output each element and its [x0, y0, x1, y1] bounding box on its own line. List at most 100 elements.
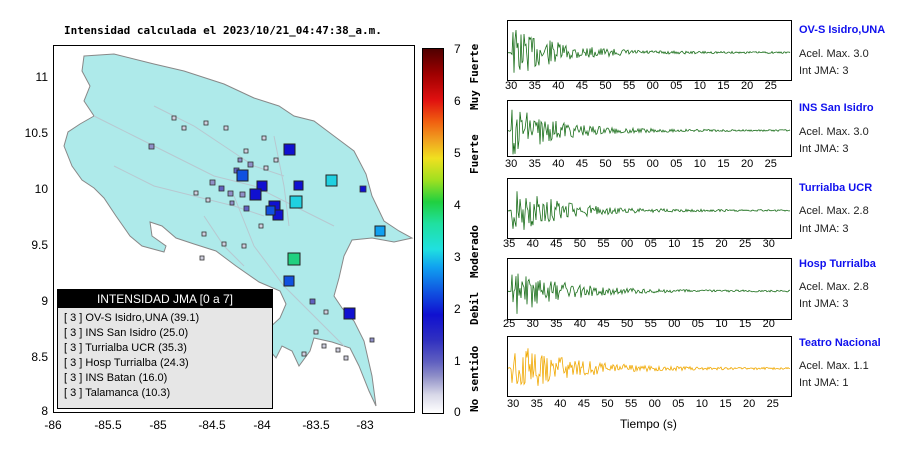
station-marker[interactable] [237, 157, 243, 163]
station-marker[interactable] [293, 180, 304, 191]
station-accel: Acel. Max. 2.8 [799, 205, 869, 217]
station-marker[interactable] [374, 225, 386, 237]
trace-tick-label: 05 [644, 238, 657, 250]
colorbar-tick: 5 [454, 146, 461, 160]
colorbar-label-no-sentido: No sentido [468, 345, 481, 412]
trace-tick-label: 50 [573, 238, 587, 250]
station-markers [148, 115, 375, 361]
trace-tick-label: 15 [739, 318, 752, 330]
colorbar-tick: 3 [454, 250, 461, 264]
station-marker[interactable] [171, 115, 177, 121]
station-marker[interactable] [309, 298, 316, 305]
trace-tick-label: 20 [743, 398, 756, 410]
trace-tick-label: 10 [693, 80, 707, 92]
costa-rica-map [63, 53, 414, 407]
station-accel: Acel. Max. 1.1 [799, 360, 869, 372]
station-marker[interactable] [335, 347, 341, 353]
trace-tick-label: 25 [764, 80, 777, 92]
trace-tick-label: 05 [670, 80, 683, 92]
trace-tick-label: 00 [646, 80, 659, 92]
trace-tick-label: 40 [573, 318, 587, 330]
station-marker[interactable] [241, 243, 247, 249]
x-tick: -84 [253, 418, 271, 432]
station-marker[interactable] [243, 205, 250, 212]
station-marker[interactable] [313, 329, 319, 335]
station-marker[interactable] [193, 190, 199, 196]
trace-tick-label: 00 [646, 158, 659, 170]
station-marker[interactable] [203, 120, 209, 126]
waveform [507, 191, 791, 230]
waveform [507, 348, 791, 386]
station-marker[interactable] [205, 197, 211, 203]
trace-tick-label: 35 [550, 318, 563, 330]
station-name: OV-S Isidro,UNA [799, 24, 886, 36]
station-marker[interactable] [239, 191, 246, 198]
station-marker[interactable] [321, 343, 327, 349]
trace-tick-label: 40 [554, 398, 567, 410]
trace-tick-label: 35 [528, 158, 541, 170]
station-marker[interactable] [181, 125, 187, 131]
station-marker[interactable] [261, 135, 267, 141]
station-marker[interactable] [256, 180, 268, 192]
trace-tick-label: 10 [693, 158, 707, 170]
station-marker[interactable] [287, 252, 301, 266]
trace-tick-label: 55 [625, 398, 638, 410]
x-tick: -86 [44, 418, 62, 432]
station-marker[interactable] [323, 309, 329, 315]
station-marker[interactable] [148, 143, 155, 150]
waveform-trace [507, 29, 791, 73]
station-marker[interactable] [227, 190, 234, 197]
station-name: Teatro Nacional [799, 337, 881, 349]
station-marker[interactable] [283, 143, 296, 156]
colorbar-tick: 0 [454, 405, 461, 419]
station-jma: Int JMA: 3 [799, 298, 849, 310]
station-jma: Int JMA: 3 [799, 223, 849, 235]
trace-tick-label: 25 [503, 318, 516, 330]
station-marker[interactable] [369, 337, 375, 343]
trace-tick-label: 35 [503, 238, 516, 250]
station-marker[interactable] [325, 174, 338, 187]
trace-tick-label: 20 [762, 318, 775, 330]
station-marker[interactable] [359, 185, 367, 193]
trace-tick-label: 25 [766, 398, 779, 410]
trace-tick-label: 45 [577, 398, 591, 410]
station-marker[interactable] [343, 355, 349, 361]
trace-tick-label: 15 [719, 398, 732, 410]
station-marker[interactable] [249, 188, 262, 201]
trace-tick-label: 25 [739, 238, 752, 250]
x-tick: -83 [356, 418, 374, 432]
colorbar-label-muy-fuerte: Muy Fuerte [468, 43, 481, 110]
x-tick: -85.5 [94, 418, 122, 432]
station-marker[interactable] [343, 307, 356, 320]
station-marker[interactable] [301, 351, 307, 357]
y-tick: 9.5 [31, 238, 48, 252]
station-marker[interactable] [223, 125, 229, 131]
station-marker[interactable] [283, 275, 295, 287]
trace-tick-label: 35 [530, 398, 543, 410]
trace-tick-label: 55 [644, 318, 657, 330]
station-marker[interactable] [273, 157, 279, 163]
waveform-trace [507, 273, 791, 314]
station-marker[interactable] [265, 205, 276, 216]
station-marker[interactable] [209, 179, 216, 186]
station-marker[interactable] [243, 148, 249, 154]
colorbar-tick: 1 [454, 354, 461, 368]
station-marker[interactable] [229, 200, 235, 206]
trace-tick-label: 30 [505, 158, 518, 170]
trace-tick-label: 40 [552, 158, 565, 170]
intensity-legend: INTENSIDAD JMA [0 a 7] [ 3 ] OV-S Isidro… [57, 289, 273, 409]
station-jma: Int JMA: 1 [799, 377, 849, 389]
station-accel: Acel. Max. 2.8 [799, 281, 869, 293]
station-marker[interactable] [221, 241, 227, 247]
colorbar-label-fuerte: Fuerte [468, 134, 481, 174]
station-marker[interactable] [199, 255, 205, 261]
station-marker[interactable] [236, 169, 249, 182]
station-marker[interactable] [263, 165, 269, 171]
station-marker[interactable] [258, 223, 264, 229]
trace-tick-label: 05 [691, 318, 705, 330]
station-marker[interactable] [289, 195, 303, 209]
station-marker[interactable] [247, 161, 254, 168]
x-axis-title: Tiempo (s) [620, 417, 677, 431]
station-marker[interactable] [201, 231, 207, 237]
station-marker[interactable] [218, 185, 225, 192]
